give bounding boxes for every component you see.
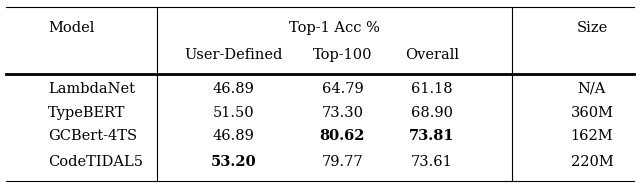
Text: 46.89: 46.89 <box>212 129 255 143</box>
Text: GCBert-4TS: GCBert-4TS <box>48 129 137 143</box>
Text: Model: Model <box>48 21 94 35</box>
Text: Top-1 Acc %: Top-1 Acc % <box>289 21 380 35</box>
Text: 360M: 360M <box>570 106 614 119</box>
Text: Top-100: Top-100 <box>313 48 372 62</box>
Text: 162M: 162M <box>571 129 613 143</box>
Text: 46.89: 46.89 <box>212 82 255 96</box>
Text: TypeBERT: TypeBERT <box>48 106 125 119</box>
Text: Overall: Overall <box>405 48 459 62</box>
Text: 220M: 220M <box>571 155 613 169</box>
Text: 68.90: 68.90 <box>411 106 453 119</box>
Text: 64.79: 64.79 <box>321 82 364 96</box>
Text: 51.50: 51.50 <box>212 106 255 119</box>
Text: 73.81: 73.81 <box>409 129 455 143</box>
Text: 80.62: 80.62 <box>319 129 365 143</box>
Text: 53.20: 53.20 <box>211 155 257 169</box>
Text: CodeTIDAL5: CodeTIDAL5 <box>48 155 143 169</box>
Text: 73.61: 73.61 <box>411 155 453 169</box>
Text: N/A: N/A <box>578 82 606 96</box>
Text: Size: Size <box>577 21 607 35</box>
Text: 79.77: 79.77 <box>321 155 364 169</box>
Text: User-Defined: User-Defined <box>184 48 283 62</box>
Text: 73.30: 73.30 <box>321 106 364 119</box>
Text: LambdaNet: LambdaNet <box>48 82 135 96</box>
Text: 61.18: 61.18 <box>411 82 453 96</box>
